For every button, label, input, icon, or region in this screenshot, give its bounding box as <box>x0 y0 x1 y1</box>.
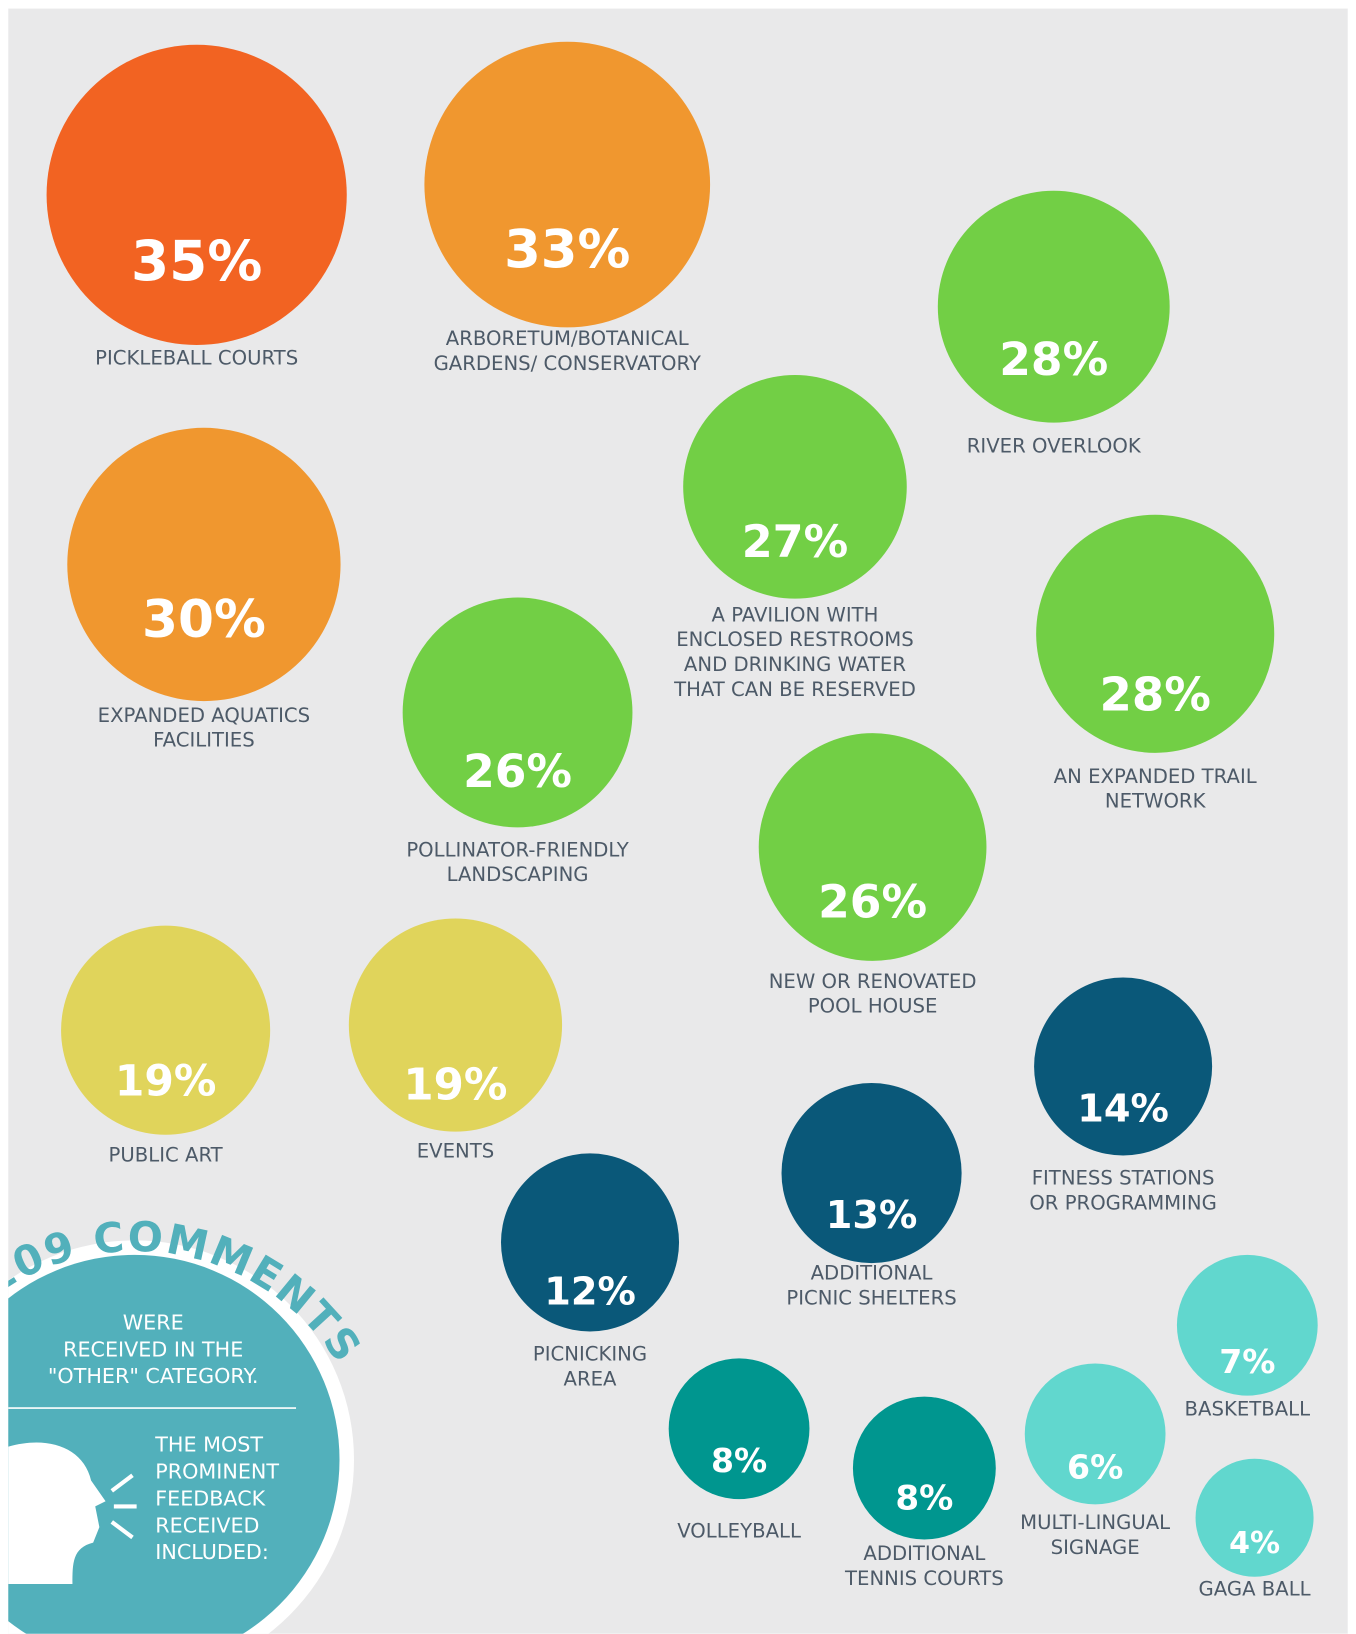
label: NETWORK <box>1105 790 1207 813</box>
label: AN EXPANDED TRAIL <box>1054 765 1257 788</box>
percent: 30% <box>142 590 266 650</box>
percent: 8% <box>895 1478 953 1518</box>
label: POOL HOUSE <box>808 995 938 1018</box>
percent: 26% <box>818 875 927 928</box>
label: AREA <box>564 1367 618 1390</box>
label: RIVER OVERLOOK <box>967 435 1142 458</box>
comments-feedback: PROMINENT <box>155 1459 279 1483</box>
label: PUBLIC ART <box>109 1144 224 1167</box>
comments-feedback: FEEDBACK <box>155 1486 265 1510</box>
percent: 19% <box>403 1061 507 1111</box>
label: FITNESS STATIONS <box>1032 1166 1215 1189</box>
bubble <box>758 733 987 961</box>
label: EVENTS <box>417 1140 494 1163</box>
label: PICKLEBALL COURTS <box>95 347 298 370</box>
percent: 19% <box>115 1057 217 1106</box>
comments-intro: "OTHER" CATEGORY. <box>48 1364 259 1388</box>
percent: 28% <box>999 333 1108 386</box>
label: ADDITIONAL <box>863 1542 985 1565</box>
label: TENNIS COURTS <box>844 1567 1004 1590</box>
percent: 28% <box>1099 667 1211 721</box>
bubble <box>1024 1363 1166 1505</box>
label: MULTI-LINGUAL <box>1020 1511 1170 1534</box>
percent: 33% <box>504 219 630 280</box>
bubble <box>937 190 1170 423</box>
label: POLLINATOR-FRIENDLY <box>406 838 629 861</box>
percent: 8% <box>711 1441 767 1480</box>
label: SIGNAGE <box>1051 1536 1140 1559</box>
label: ARBORETUM/BOTANICAL <box>446 327 689 350</box>
percent: 35% <box>131 229 262 293</box>
percent: 14% <box>1077 1086 1169 1131</box>
bubble <box>46 44 347 345</box>
comments-feedback: THE MOST <box>154 1433 263 1457</box>
speaker-icon <box>8 1442 137 1585</box>
label: GARDENS/ CONSERVATORY <box>434 352 702 375</box>
label: NEW OR RENOVATED <box>769 970 977 993</box>
label: FACILITIES <box>153 729 255 752</box>
comments-intro: RECEIVED IN THE <box>63 1337 243 1361</box>
comments-feedback: RECEIVED <box>155 1513 259 1537</box>
bubble <box>67 427 341 702</box>
percent: 27% <box>742 517 849 568</box>
bubble <box>1195 1458 1314 1577</box>
label: OR PROGRAMMING <box>1029 1191 1217 1214</box>
bubble <box>61 925 271 1135</box>
bubble <box>668 1358 810 1500</box>
bubble <box>781 1083 962 1264</box>
bubble <box>852 1396 996 1540</box>
bubble <box>683 375 907 599</box>
bubble <box>500 1153 680 1332</box>
label: A PAVILION WITH <box>712 603 879 626</box>
label: GAGA BALL <box>1199 1577 1311 1600</box>
bubble <box>424 41 711 328</box>
bubble <box>1034 977 1213 1156</box>
label: PICNIC SHELTERS <box>786 1287 956 1310</box>
percent: 12% <box>544 1270 636 1315</box>
bubble <box>348 918 563 1132</box>
label: VOLLEYBALL <box>677 1519 801 1542</box>
label: EXPANDED AQUATICS <box>98 704 310 727</box>
bubbles: 35% PICKLEBALL COURTS 33% ARBORETUM/BOTANIC… <box>46 41 1318 1600</box>
label: ADDITIONAL <box>811 1262 933 1285</box>
label: THAT CAN BE RESERVED <box>673 678 916 701</box>
bubble <box>402 597 633 828</box>
label: BASKETBALL <box>1185 1397 1311 1420</box>
percent: 13% <box>826 1193 918 1238</box>
percent: 26% <box>463 745 572 798</box>
comments-feedback: INCLUDED: <box>155 1540 269 1564</box>
comments-intro: WERE <box>123 1310 184 1334</box>
label: LANDSCAPING <box>447 863 589 886</box>
percent: 7% <box>1219 1342 1275 1381</box>
percent: 6% <box>1067 1447 1123 1486</box>
label: AND DRINKING WATER <box>684 653 906 676</box>
bubble <box>1176 1254 1318 1396</box>
percent: 4% <box>1229 1526 1280 1561</box>
label: ENCLOSED RESTROOMS <box>676 628 913 651</box>
label: PICNICKING <box>533 1342 647 1365</box>
bubble <box>1036 514 1275 753</box>
